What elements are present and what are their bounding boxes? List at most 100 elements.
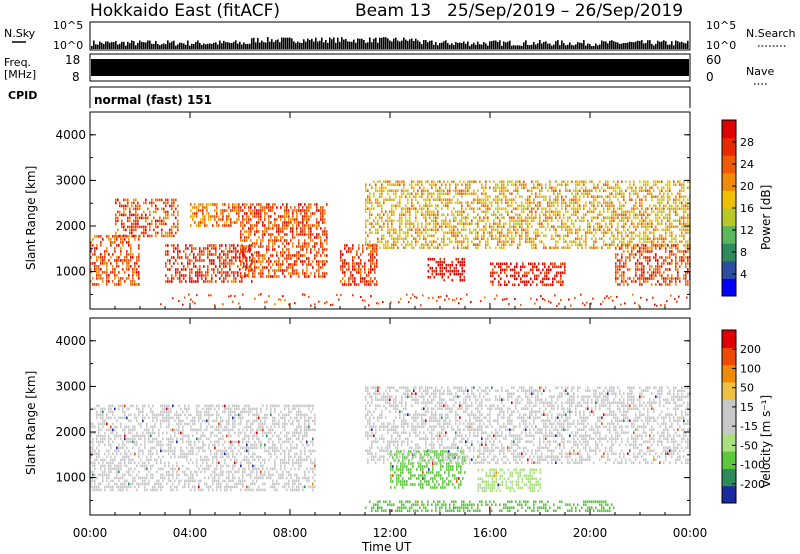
power-echo-cell	[437, 213, 439, 216]
power-echo-cell	[213, 247, 215, 250]
power-echo-cell	[132, 253, 134, 256]
power-echo-cell	[127, 216, 129, 220]
power-echo-cell	[433, 269, 436, 273]
nsky-bar	[603, 41, 605, 49]
power-echo-cell	[525, 234, 527, 237]
power-echo-cell	[527, 198, 529, 201]
power-echo-cell	[547, 219, 549, 222]
power-echo-cell	[383, 243, 385, 246]
power-echo-cell	[405, 231, 407, 234]
velocity-echo-cell	[100, 467, 102, 471]
velocity-echo-cell	[102, 425, 104, 429]
power-echo-cell	[302, 224, 304, 227]
power-echo-cell	[119, 210, 121, 214]
power-echo-cell	[469, 207, 471, 210]
power-echo-cell	[579, 195, 581, 198]
power-echo-cell	[529, 222, 531, 225]
power-echo-cell	[433, 228, 435, 231]
power-echo-cell	[179, 271, 181, 274]
power-echo-cell	[635, 189, 637, 192]
power-echo-cell	[591, 189, 593, 192]
power-echo-cell	[284, 233, 286, 236]
power-echo-cell	[365, 204, 367, 207]
nsky-bar	[119, 43, 121, 49]
power-echo-cell	[499, 219, 501, 222]
power-echo-cell	[216, 209, 218, 212]
nsky-bar	[413, 40, 415, 49]
power-echo-cell	[652, 296, 654, 299]
power-echo-cell	[655, 265, 657, 268]
power-echo-cell	[675, 198, 677, 201]
power-echo-cell	[493, 228, 495, 231]
velocity-echo-cell	[126, 479, 128, 483]
power-echo-cell	[264, 230, 266, 233]
power-echo-cell	[575, 219, 577, 222]
power-echo-cell	[467, 183, 469, 186]
power-echo-cell	[463, 240, 465, 243]
power-echo-cell	[114, 259, 116, 262]
power-echo-cell	[167, 213, 169, 217]
power-echo-cell	[471, 219, 473, 222]
power-echo-cell	[374, 262, 376, 265]
freq-tick-top: 18	[65, 53, 80, 67]
power-echo-cell	[423, 192, 425, 195]
power-echo-cell	[522, 274, 524, 278]
power-echo-cell	[123, 222, 125, 226]
power-echo-cell	[463, 222, 465, 225]
power-echo-cell	[631, 189, 633, 192]
power-echo-cell	[399, 198, 401, 201]
power-echo-cell	[583, 180, 585, 183]
power-echo-cell	[370, 265, 372, 268]
power-echo-cell	[401, 207, 403, 210]
power-echo-cell	[679, 183, 681, 186]
power-echo-cell	[571, 219, 573, 222]
power-echo-cell	[419, 195, 421, 198]
velocity-echo-cell	[100, 458, 102, 462]
power-echo-cell	[115, 231, 117, 235]
nsky-bar	[271, 39, 273, 49]
power-echo-cell	[529, 204, 531, 207]
power-echo-cell	[393, 198, 395, 201]
velocity-echo-cell	[114, 482, 116, 486]
power-echo-cell	[236, 209, 238, 212]
power-echo-cell	[559, 237, 561, 240]
power-echo-cell	[485, 183, 487, 186]
power-echo-cell	[665, 259, 667, 262]
power-echo-cell	[639, 219, 641, 222]
power-echo-cell	[681, 195, 683, 198]
power-echo-cell	[240, 260, 242, 263]
power-echo-cell	[601, 213, 603, 216]
power-echo-cell	[342, 283, 344, 286]
power-echo-cell	[493, 225, 495, 228]
power-echo-cell	[563, 246, 565, 249]
power-echo-cell	[659, 222, 661, 225]
nsky-bar	[259, 42, 261, 49]
power-echo-cell	[250, 212, 252, 215]
nsearch-label: N.Search	[746, 27, 796, 40]
power-echo-cell	[96, 247, 98, 250]
power-echo-cell	[326, 239, 328, 242]
power-echo-cell	[542, 277, 544, 281]
power-echo-cell	[587, 225, 589, 228]
power-echo-cell	[308, 233, 310, 236]
power-echo-cell	[397, 240, 399, 243]
power-echo-cell	[681, 183, 683, 186]
nsky-bar	[443, 41, 445, 49]
power-echo-cell	[135, 222, 137, 226]
power-echo-cell	[445, 219, 447, 222]
power-echo-cell	[435, 183, 437, 186]
power-echo-cell	[96, 277, 98, 280]
power-echo-cell	[485, 210, 487, 213]
power-echo-cell	[639, 222, 641, 225]
power-echo-cell	[445, 266, 448, 270]
power-echo-cell	[280, 298, 282, 301]
power-echo-cell	[669, 280, 671, 283]
power-echo-cell	[463, 269, 466, 273]
power-echo-cell	[639, 283, 641, 286]
power-echo-cell	[681, 222, 683, 225]
power-echo-cell	[203, 280, 205, 283]
power-echo-cell	[441, 263, 444, 267]
nsky-bar	[181, 42, 183, 49]
power-echo-cell	[484, 296, 486, 299]
power-echo-cell	[173, 201, 175, 205]
